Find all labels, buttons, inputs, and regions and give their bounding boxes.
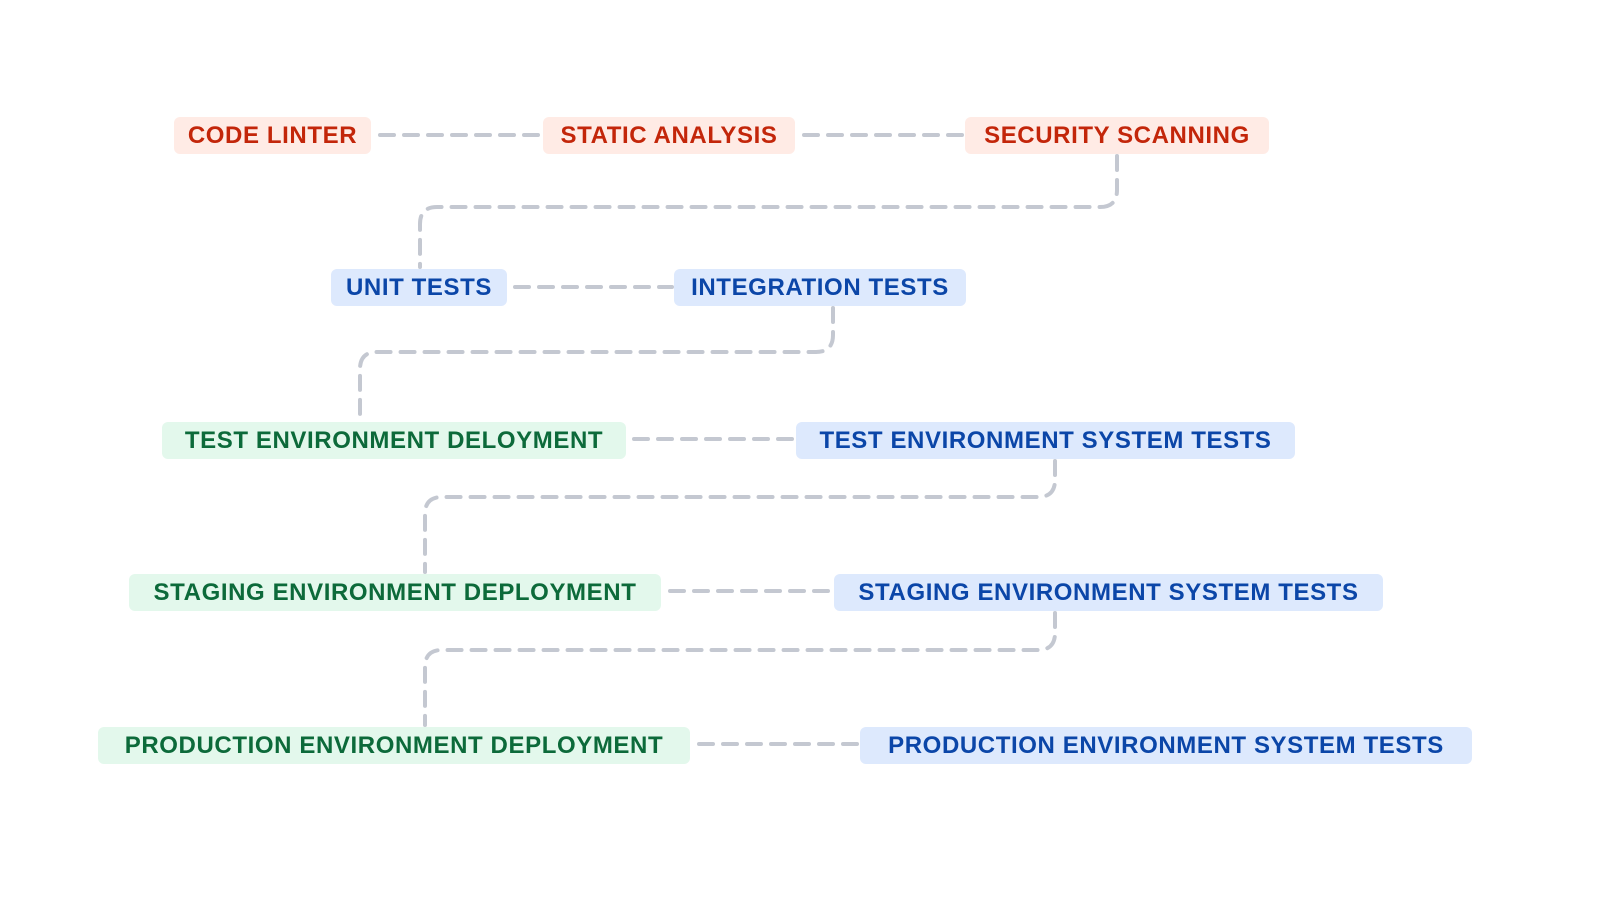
- node-unit-tests: UNIT TESTS: [331, 269, 507, 306]
- node-integration-tests: INTEGRATION TESTS: [674, 269, 966, 306]
- connector-security-unit: [418, 154, 1119, 269]
- node-test-env-system-tests: TEST ENVIRONMENT SYSTEM TESTS: [796, 422, 1295, 459]
- node-security-scanning: SECURITY SCANNING: [965, 117, 1269, 154]
- node-static-analysis: STATIC ANALYSIS: [543, 117, 795, 154]
- node-test-env-deployment: TEST ENVIRONMENT DELOYMENT: [162, 422, 626, 459]
- connector-testsystem-stagingdeploy: [423, 459, 1057, 574]
- node-code-linter: CODE LINTER: [174, 117, 371, 154]
- node-staging-env-system-tests: STAGING ENVIRONMENT SYSTEM TESTS: [834, 574, 1383, 611]
- connector-stagingsystem-proddeploy: [423, 611, 1057, 727]
- node-staging-env-deployment: STAGING ENVIRONMENT DEPLOYMENT: [129, 574, 661, 611]
- node-production-env-system-tests: PRODUCTION ENVIRONMENT SYSTEM TESTS: [860, 727, 1472, 764]
- node-production-env-deployment: PRODUCTION ENVIRONMENT DEPLOYMENT: [98, 727, 690, 764]
- connector-integration-testdeploy: [358, 306, 835, 422]
